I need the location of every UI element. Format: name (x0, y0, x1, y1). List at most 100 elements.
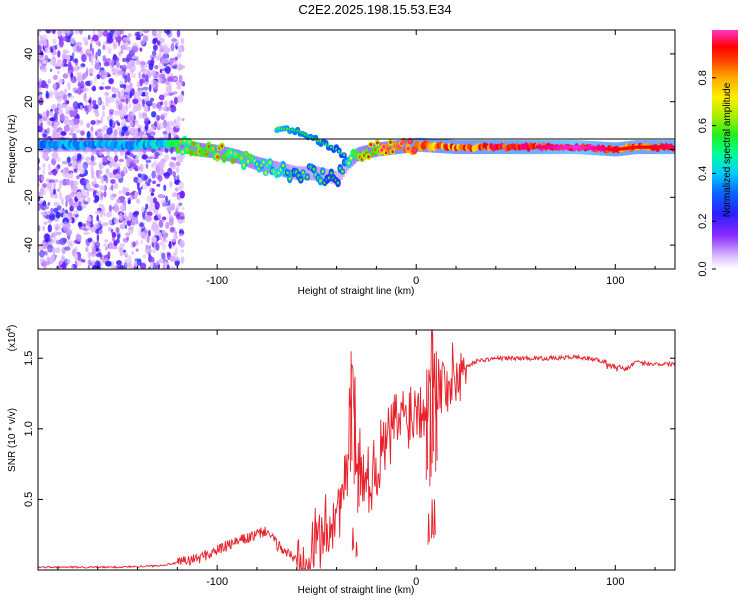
spectrogram-noise-cell (118, 158, 125, 163)
spectrogram-noise-cell (143, 174, 149, 181)
spectrogram-ridge-core (196, 143, 200, 148)
spectrogram-noise-cell (169, 104, 177, 113)
spectrogram-noise-cell (160, 107, 167, 111)
spectrogram-noise-cell (84, 98, 88, 102)
spectrogram-ridge-core (187, 140, 191, 144)
spectrogram-noise-cell (108, 241, 113, 250)
spectrogram-ridge-peak (538, 145, 541, 149)
spectrogram-noise-cell (169, 161, 175, 168)
spectrogram-ridge-peak (600, 147, 603, 151)
spectrogram-noise-cell (62, 58, 67, 65)
spectrogram-noise-cell (64, 194, 72, 202)
spectrogram-noise-cell (76, 205, 83, 211)
spectrogram-y-tick-label: -40 (23, 237, 35, 253)
spectrogram-ridge-core (288, 177, 292, 181)
spectrogram-ridge-peak (550, 145, 553, 149)
colorbar: 0.0 0.2 0.4 0.6 0.8 Normalized spectral ampl… (697, 30, 738, 277)
spectrogram-noise-cell (106, 127, 113, 135)
spectrogram-noise-cell (87, 237, 93, 243)
spectrogram-branch-core (296, 129, 299, 133)
spectrogram-ridge-peak (626, 146, 629, 150)
spectrogram-noise-cell (93, 75, 98, 84)
spectrogram-noise-cell (32, 260, 36, 266)
spectrogram-ridge-peak (624, 146, 627, 150)
spectrogram-noise-cell (145, 91, 149, 97)
spectrogram-noise-cell (150, 97, 155, 102)
spectrogram-noise-cell (134, 31, 141, 37)
spectrogram-noise-cell (167, 76, 173, 83)
spectrogram-noise-cell (39, 249, 45, 258)
spectrogram-noise-cell (145, 203, 149, 210)
spectrogram-noise-cell (131, 45, 139, 54)
spectrogram-noise-cell (169, 57, 174, 65)
spectrogram-noise-cell (107, 96, 115, 104)
spectrogram-noise-cell (51, 169, 58, 174)
spectrogram-y-tick-label: 20 (23, 96, 35, 108)
spectrogram-noise-cell (111, 232, 117, 238)
spectrogram-x-tick-label: -100 (206, 275, 228, 287)
spectrogram-noise-cell (142, 73, 146, 79)
spectrogram-ridge-peak (569, 145, 572, 149)
spectrogram-noise-cell (38, 203, 42, 211)
snr-y-multiplier: (x104) (6, 325, 18, 352)
spectrogram-noise-cell (77, 87, 82, 95)
spectrogram-ridge-core (373, 148, 377, 152)
spectrogram-noise-cell (94, 260, 100, 269)
spectrogram-noise-cell (91, 259, 96, 266)
spectrogram-ridge-peak (662, 145, 665, 149)
spectrogram-noise-cell (71, 52, 75, 60)
spectrogram-noise-cell (158, 219, 164, 228)
spectrogram-noise-cell (66, 30, 71, 36)
spectrogram-noise-cell (90, 79, 93, 86)
spectrogram-noise-cell (132, 98, 139, 105)
spectrogram-noise-cell (123, 166, 128, 174)
spectrogram-noise-cell (40, 211, 48, 216)
spectrogram-noise-cell (51, 51, 58, 56)
spectrogram-noise-cell (162, 230, 166, 239)
spectrogram-noise-cell (178, 181, 185, 190)
spectrogram-noise-cell (97, 99, 101, 105)
spectrogram-noise-cell (98, 150, 103, 156)
spectrogram-noise-cell (79, 167, 86, 175)
spectrogram-noise-cell (149, 54, 157, 59)
spectrogram-noise-cell (67, 95, 75, 100)
snr-x-tick-label: 0 (413, 576, 419, 588)
spectrogram-noise-cell (169, 256, 176, 262)
spectrogram-noise-cell (142, 254, 147, 259)
spectrogram-noise-cell (97, 128, 102, 133)
spectrogram-noise-cell (43, 205, 50, 210)
spectrogram-noise-cell (105, 94, 109, 102)
spectrogram-noise-cell (98, 252, 102, 257)
spectrogram-noise-cell (129, 153, 135, 158)
spectrogram-noise-cell (156, 114, 161, 121)
spectrogram-noise-cell (113, 217, 119, 225)
spectrogram-noise-cell (140, 240, 144, 244)
spectrogram-noise-cell (98, 70, 105, 76)
spectrogram-noise-cell (90, 120, 96, 125)
spectrogram-noise-cell (148, 156, 153, 160)
snr-panel: -100 0 100 0.5 1.0 1.5 Height of straight li… (6, 325, 676, 596)
spectrogram-noise-cell (52, 63, 59, 67)
spectrogram-noise-cell (148, 120, 151, 124)
spectrogram-noise-cell (168, 240, 172, 249)
spectrogram-noise-cell (172, 37, 175, 46)
spectrogram-ridge-peak (636, 145, 639, 149)
spectrogram-noise-cell (144, 74, 149, 83)
colorbar-tick-label: 0.6 (697, 118, 709, 133)
spectrogram-noise-cell (157, 77, 163, 84)
spectrogram-noise-cell (86, 131, 91, 139)
spectrogram-ridge-peak (597, 146, 601, 150)
spectrogram-noise-cell (97, 30, 101, 36)
spectrogram-noise-cell (49, 187, 53, 195)
spectrogram-noise-cell (174, 231, 178, 236)
snr-plot-area (38, 330, 675, 570)
spectrogram-noise-cell (126, 54, 132, 62)
spectrogram-noise-cell (55, 231, 62, 236)
spectrogram-noise-cell (148, 229, 151, 237)
spectrogram-noise-cell (174, 77, 178, 81)
spectrogram-ridge-halo (410, 138, 413, 153)
spectrogram-noise-cell (180, 216, 185, 220)
spectrogram-noise-cell (146, 248, 153, 254)
colorbar-tick-label: 0.0 (697, 261, 709, 276)
spectrogram-noise-cell (82, 73, 86, 81)
